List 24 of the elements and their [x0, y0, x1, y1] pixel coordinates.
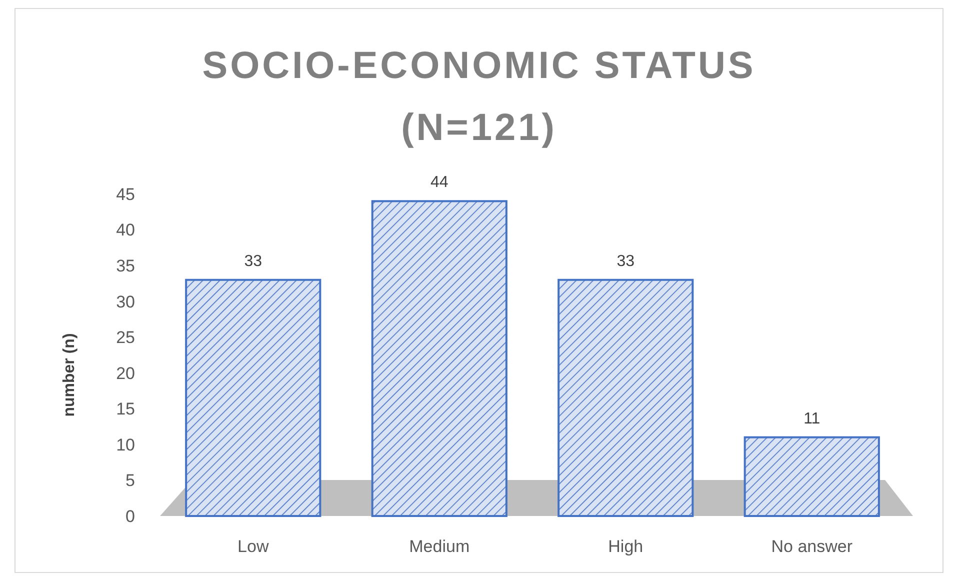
y-tick-label: 0 — [126, 506, 135, 526]
bar — [371, 200, 508, 517]
data-label: 44 — [430, 174, 448, 192]
y-tick-label: 20 — [116, 364, 135, 383]
y-tick-label: 45 — [116, 184, 135, 204]
x-tick-label: High — [608, 536, 644, 556]
data-label: 11 — [804, 410, 820, 428]
data-label: 33 — [244, 252, 262, 270]
y-tick-label: 30 — [116, 292, 135, 312]
x-tick-label: No answer — [771, 536, 853, 556]
y-tick-label: 40 — [116, 220, 135, 240]
y-tick-label: 35 — [116, 256, 135, 276]
y-tick-label: 10 — [116, 435, 135, 454]
y-tick-label: 5 — [126, 471, 135, 490]
x-tick-label: Low — [238, 536, 270, 556]
y-tick-label: 15 — [116, 400, 135, 419]
data-label: 33 — [616, 252, 635, 270]
bar — [744, 436, 880, 517]
bar — [558, 278, 694, 517]
bar — [185, 278, 322, 517]
y-axis-title: number (n) — [61, 333, 78, 417]
x-tick-label: Medium — [409, 536, 470, 556]
chart-title: SOCIO-ECONOMIC STATUS (N=121) — [202, 45, 756, 149]
y-tick-label: 25 — [116, 328, 135, 348]
